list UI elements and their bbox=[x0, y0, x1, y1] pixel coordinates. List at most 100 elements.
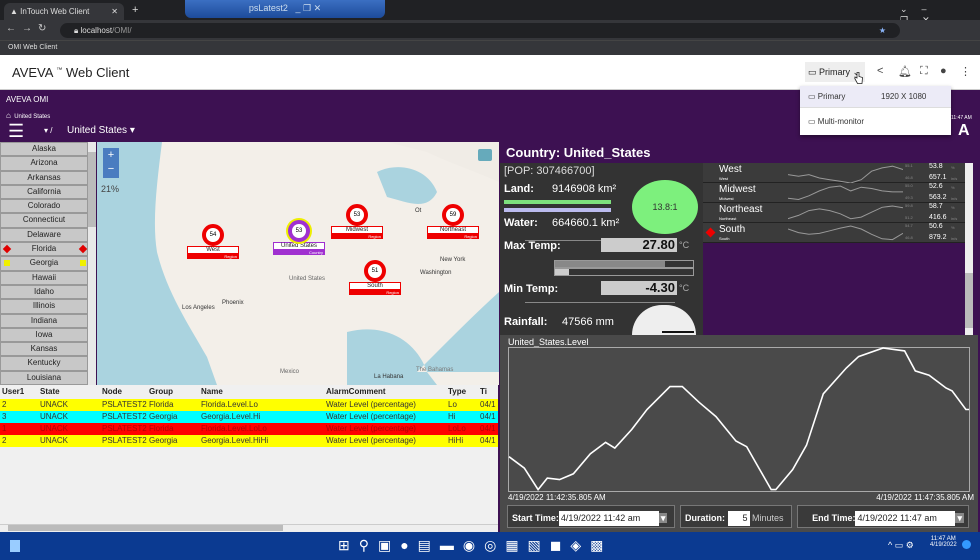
region-row-south[interactable]: South South 54.7 46.8 50.6% 879.2 in/s bbox=[703, 223, 965, 243]
display-select-button[interactable]: ▭ Primary ⌄ bbox=[805, 62, 865, 82]
bell-icon[interactable]: 🔔︎ bbox=[898, 66, 912, 78]
start-time-input[interactable]: 4/19/2022 11:42 am bbox=[558, 511, 659, 526]
state-item[interactable]: Arkansas bbox=[0, 170, 88, 185]
new-tab-icon[interactable]: + bbox=[132, 4, 139, 16]
map-marker-south[interactable]: 51 South Region bbox=[349, 260, 401, 295]
alarm-row[interactable]: 2 UNACK PSLATEST2 Georgia Georgia.Level.HiHi… bbox=[0, 435, 498, 447]
column-header[interactable]: User1 bbox=[2, 387, 25, 396]
column-header[interactable]: State bbox=[40, 387, 60, 396]
display-menu: ▭ Primary 1920 X 1080 ▭ Multi-monitor bbox=[800, 86, 951, 135]
url-path: /OMI/ bbox=[112, 26, 132, 35]
map-marker-midwest[interactable]: 53 Midwest Region bbox=[331, 204, 383, 239]
state-item[interactable]: Delaware bbox=[0, 227, 88, 243]
hamburger-menu-icon[interactable]: ☰ bbox=[8, 121, 25, 141]
start-time-dropdown-icon[interactable]: ▾ bbox=[658, 512, 668, 523]
state-item[interactable]: Illinois bbox=[0, 299, 88, 314]
more-icon[interactable]: ⋮ bbox=[960, 66, 971, 78]
url-input[interactable]: 🔒︎ localhost/OMI/ ★ bbox=[60, 23, 900, 38]
column-header[interactable]: Name bbox=[201, 387, 223, 396]
widgets-icon[interactable] bbox=[10, 540, 20, 552]
state-item[interactable]: Colorado bbox=[0, 199, 88, 214]
state-item[interactable]: Indiana bbox=[0, 313, 88, 328]
column-header[interactable]: AlarmComment bbox=[326, 387, 386, 396]
region-row-northeast[interactable]: Northeast Northeast 59.8 51.2 58.7% 416.6 in/s bbox=[703, 203, 965, 223]
close-icon[interactable]: ✕ bbox=[313, 3, 322, 13]
zoom-in-button[interactable]: + bbox=[107, 149, 115, 161]
marker-badge: 59 bbox=[442, 204, 464, 226]
trend-chart[interactable] bbox=[508, 347, 970, 492]
taskbar-apps[interactable]: ⊞⚲▣●▤▬◉◎▦▧◼◈▩ bbox=[338, 537, 613, 553]
state-item[interactable]: Alaska bbox=[0, 142, 88, 157]
tab-title: InTouch Web Client bbox=[20, 7, 90, 16]
breadcrumb-item[interactable]: United States bbox=[14, 114, 51, 120]
divider bbox=[525, 240, 675, 241]
home-icon[interactable]: ⌂ bbox=[6, 111, 11, 120]
browser-tab[interactable]: ▲ InTouch Web Client ✕ bbox=[4, 3, 124, 20]
map-marker-northeast[interactable]: 59 Northeast Region bbox=[427, 204, 479, 239]
display-menu-item-primary[interactable]: ▭ Primary 1920 X 1080 bbox=[800, 86, 951, 108]
notification-icon[interactable] bbox=[962, 540, 971, 549]
state-list-scrollbar[interactable] bbox=[88, 142, 96, 385]
minimize-icon[interactable]: _ bbox=[295, 3, 301, 13]
sparkline-min: 46.8 bbox=[905, 175, 913, 180]
sparkline-max: 59.8 bbox=[905, 203, 913, 208]
nav-dropdown-icon[interactable]: ▾ / bbox=[44, 126, 53, 135]
account-icon[interactable]: ● bbox=[940, 65, 947, 77]
end-time-dropdown-icon[interactable]: ▾ bbox=[955, 512, 964, 523]
tab-close-icon[interactable]: ✕ bbox=[111, 7, 118, 16]
state-label: Illinois bbox=[32, 301, 56, 311]
alarm-cell: UNACK bbox=[40, 424, 69, 433]
state-item[interactable]: Connecticut bbox=[0, 213, 88, 228]
nav-buttons[interactable]: ←→↻ bbox=[6, 23, 53, 34]
restore-icon[interactable]: ❐ bbox=[302, 3, 312, 13]
state-item[interactable]: Iowa bbox=[0, 327, 88, 343]
display-menu-item-multi-monitor[interactable]: ▭ Multi-monitor bbox=[800, 108, 951, 134]
region-sparkline bbox=[788, 205, 903, 220]
end-time-control: End Time: 4/19/2022 11:47 am ▾ bbox=[797, 505, 969, 528]
column-header[interactable]: Type bbox=[448, 387, 467, 396]
map-zoom-controls: + − bbox=[103, 148, 119, 178]
region-value: 53.8 bbox=[929, 163, 943, 170]
share-icon[interactable]: < bbox=[877, 65, 884, 77]
tray-icons[interactable]: ^ ▭ ⚙ bbox=[888, 540, 914, 550]
state-item[interactable]: Idaho bbox=[0, 284, 88, 300]
bookmark-star-icon[interactable]: ★ bbox=[878, 26, 886, 35]
duration-label: Duration: bbox=[685, 512, 725, 523]
column-header[interactable]: Group bbox=[149, 387, 173, 396]
state-item[interactable]: Georgia bbox=[0, 256, 88, 271]
item-resolution: 1920 X 1080 bbox=[881, 92, 927, 101]
max-temp-value: 27.80 bbox=[601, 238, 677, 252]
marker-type: Region bbox=[349, 290, 401, 295]
alarm-row[interactable]: 1 UNACK PSLATEST2 Florida Florida.Level.LoLo… bbox=[0, 423, 498, 435]
region-row-midwest[interactable]: Midwest Midwest 55.0 49.3 52.6% 563.2 in/s bbox=[703, 183, 965, 203]
nav-location[interactable]: United States ▾ bbox=[67, 125, 135, 136]
state-item[interactable]: Hawaii bbox=[0, 270, 88, 285]
state-item[interactable]: California bbox=[0, 184, 88, 200]
state-label: Florida bbox=[31, 244, 57, 254]
state-item[interactable]: Louisiana bbox=[0, 370, 88, 385]
state-item[interactable]: Kentucky bbox=[0, 356, 88, 371]
alarm-row[interactable]: 3 UNACK PSLATEST2 Georgia Georgia.Level.Hi Wa… bbox=[0, 411, 498, 423]
state-item[interactable]: Florida bbox=[0, 242, 88, 257]
region-list-scrollbar[interactable] bbox=[965, 163, 973, 335]
column-header[interactable]: Node bbox=[102, 387, 122, 396]
zoom-out-button[interactable]: − bbox=[107, 163, 115, 175]
map-marker-west[interactable]: 54 West Region bbox=[187, 224, 239, 259]
fullscreen-icon[interactable]: ⛶ bbox=[920, 65, 928, 77]
alarm-cell: LoLo bbox=[448, 424, 466, 433]
alarm-diamond-icon bbox=[2, 244, 12, 254]
alarm-row[interactable]: 2 UNACK PSLATEST2 Florida Florida.Level.Lo Wa… bbox=[0, 399, 498, 411]
map[interactable]: + − 21% United States Los Angeles Phoenix… bbox=[97, 142, 499, 385]
layers-icon[interactable] bbox=[478, 149, 492, 161]
duration-input[interactable]: 5 bbox=[727, 511, 750, 526]
state-item[interactable]: Kansas bbox=[0, 342, 88, 357]
state-item[interactable]: Arizona bbox=[0, 156, 88, 171]
map-marker-united-states[interactable]: 53 United States Country bbox=[273, 220, 325, 255]
region-row-west[interactable]: West West 55.1 46.8 53.8% 657.1 in/s bbox=[703, 163, 965, 183]
map-label: Mexico bbox=[280, 369, 300, 375]
alarm-grid-scrollbar[interactable] bbox=[0, 524, 498, 532]
taskbar-clock[interactable]: 11:47 AM 4/19/2022 bbox=[930, 536, 957, 548]
column-header[interactable]: Ti bbox=[480, 387, 487, 396]
bookmark-omi[interactable]: OMI Web Client bbox=[8, 44, 58, 51]
end-time-input[interactable]: 4/19/2022 11:47 am bbox=[855, 511, 956, 526]
